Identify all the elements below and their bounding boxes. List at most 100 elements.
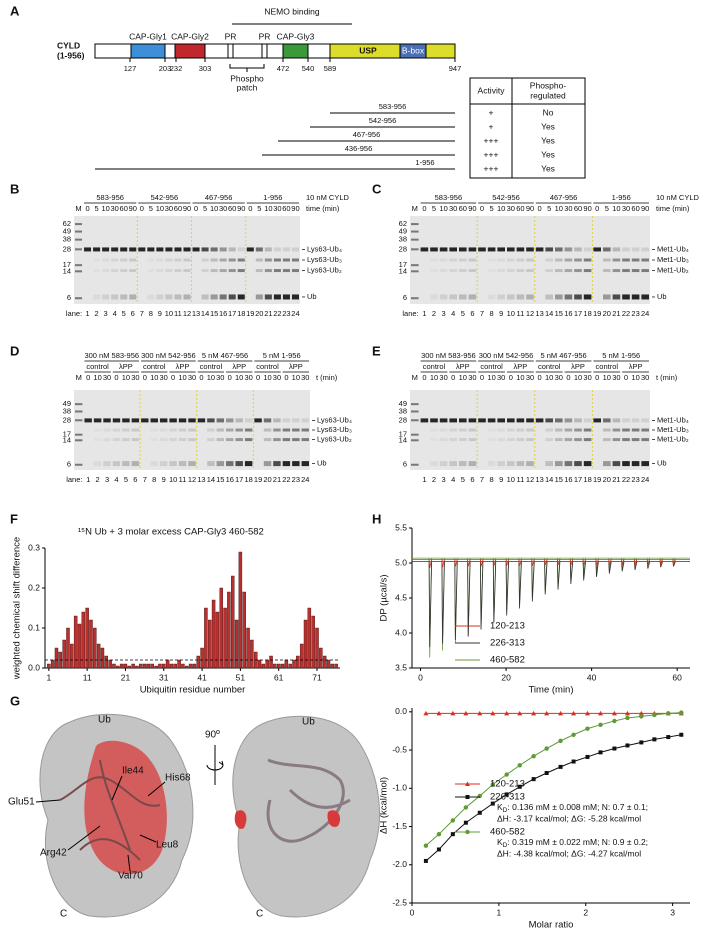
- data-point: [652, 712, 657, 718]
- domain-pr2: [261, 43, 268, 59]
- time-label: 0: [256, 373, 260, 382]
- marker-label: 17: [399, 430, 407, 439]
- gel-band: [188, 418, 196, 423]
- time-label: 30: [507, 204, 515, 213]
- lane-number: 1: [86, 475, 90, 484]
- data-point: [531, 753, 536, 759]
- injection-peak: [467, 561, 471, 637]
- lane-number: 2: [95, 309, 99, 318]
- domain-usp: [329, 43, 456, 59]
- lane-group: 5 nM 467-956: [202, 351, 248, 360]
- gel-band: [622, 258, 630, 262]
- time-label: 10: [555, 204, 563, 213]
- lane-number: 5: [461, 475, 465, 484]
- lane-number: 19: [593, 475, 601, 484]
- gel-band: [93, 247, 101, 252]
- lane-number: 14: [545, 309, 553, 318]
- gel-band: [631, 294, 640, 300]
- gel-band: [244, 461, 253, 467]
- data-point: [490, 782, 495, 787]
- gel-band: [564, 438, 573, 442]
- time-label: 60: [574, 204, 582, 213]
- x-tick-label: 2: [583, 907, 588, 917]
- bar: [165, 659, 170, 669]
- structure-label: Ile44: [122, 766, 144, 777]
- time-label: 10: [210, 204, 218, 213]
- data-point: [544, 710, 550, 716]
- time-label: 60: [228, 204, 236, 213]
- lane-group: 1-956: [263, 193, 282, 202]
- time-label: 0: [422, 204, 426, 213]
- marker-band: [75, 463, 83, 466]
- lane-number: 9: [499, 309, 503, 318]
- gel-band: [235, 438, 243, 442]
- lane-group: 300 nM 542-956: [141, 351, 196, 360]
- gel-band: [301, 418, 309, 423]
- time-label: 5: [432, 204, 436, 213]
- lane-number: 22: [282, 475, 290, 484]
- bar: [154, 665, 158, 669]
- bar: [238, 551, 243, 669]
- gel-band: [603, 294, 611, 300]
- gel-band: [273, 461, 281, 467]
- lane-number: 18: [237, 309, 245, 318]
- gel-band: [603, 258, 611, 262]
- injection-peak: [518, 561, 522, 609]
- gel-band: [174, 269, 182, 273]
- gel-band: [583, 438, 592, 442]
- injection-peak: [480, 561, 484, 630]
- gel-band: [255, 294, 263, 300]
- gel-band: [526, 247, 534, 252]
- bar: [62, 639, 66, 669]
- gel-band: [210, 294, 218, 300]
- y-tick-label: -1.5: [392, 821, 407, 831]
- gel-band: [439, 294, 448, 300]
- kd-subscript: D: [503, 807, 508, 814]
- gel-band: [216, 418, 225, 423]
- time-label: 30: [301, 373, 309, 382]
- gel-band: [201, 269, 209, 273]
- domain-cap_gly1: [130, 43, 166, 59]
- band-label: Met1-Ub₃: [657, 425, 689, 434]
- bar: [100, 647, 105, 669]
- gel-band: [439, 269, 448, 273]
- gel-band: [255, 269, 263, 273]
- time-label: 30: [103, 373, 111, 382]
- gel-band: [487, 418, 496, 423]
- structure-label: C: [60, 909, 67, 920]
- lane-number: 12: [188, 475, 196, 484]
- leader-line: [67, 825, 101, 851]
- lane-number: 20: [263, 475, 271, 484]
- phospho-regulated: Yes: [541, 163, 555, 173]
- kd-text: : 0.136 mM ± 0.008 mM; N: 0.7 ± 0.1;: [507, 802, 648, 812]
- gel-band: [603, 461, 611, 467]
- lane-number: 23: [282, 309, 290, 318]
- bar: [196, 655, 200, 669]
- time-label: 60: [459, 204, 467, 213]
- gel-band: [516, 269, 525, 273]
- bar: [162, 663, 166, 669]
- gel-band: [197, 418, 206, 423]
- gel-band: [622, 294, 630, 300]
- gel-band: [159, 438, 168, 442]
- gel-band: [156, 247, 164, 252]
- time-label: 10: [263, 373, 271, 382]
- data-point: [531, 710, 537, 716]
- marker-lane-label: M: [412, 204, 418, 213]
- gel-band: [603, 438, 611, 442]
- gel-band: [641, 269, 649, 273]
- gel-band: [111, 269, 119, 273]
- lane-number: 4: [113, 309, 117, 318]
- gel-band: [201, 294, 209, 300]
- injection-peak: [492, 561, 497, 623]
- time-label: 0: [538, 373, 542, 382]
- lane-number: 7: [480, 309, 484, 318]
- bar: [334, 663, 338, 669]
- fit-line: [425, 734, 682, 862]
- gel-band: [564, 247, 573, 252]
- injection-peak: [428, 559, 432, 568]
- gel: [410, 390, 650, 470]
- injection-peak: [621, 559, 625, 566]
- lane-number: 10: [507, 309, 515, 318]
- kd-text: : 0.319 mM ± 0.022 mM; N: 0.9 ± 0.2;: [507, 837, 648, 847]
